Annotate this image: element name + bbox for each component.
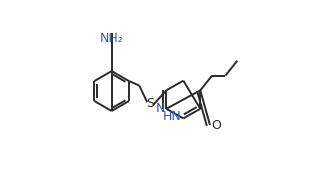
Text: N: N [156, 102, 165, 115]
Text: S: S [146, 97, 154, 110]
Text: NH₂: NH₂ [100, 32, 124, 45]
Text: HN: HN [163, 110, 182, 123]
Text: O: O [212, 118, 221, 132]
